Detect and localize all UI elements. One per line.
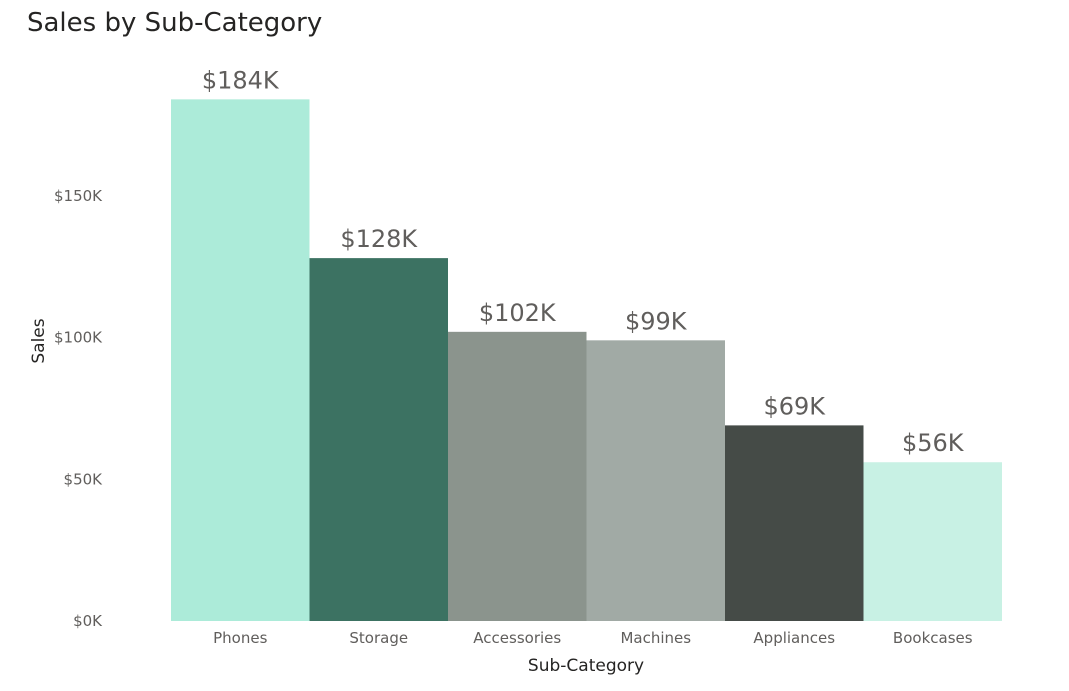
- bar-machines[interactable]: [586, 340, 726, 621]
- data-label: $69K: [763, 392, 826, 420]
- data-label: $56K: [902, 429, 965, 457]
- data-label: $184K: [202, 66, 280, 94]
- data-label: $128K: [340, 225, 418, 253]
- x-tick-label: Bookcases: [893, 629, 973, 647]
- y-tick-label: $150K: [54, 187, 103, 205]
- x-tick-label: Storage: [349, 629, 408, 647]
- y-axis-title: Sales: [29, 318, 49, 363]
- bar-storage[interactable]: [309, 258, 449, 621]
- bar-bookcases[interactable]: [863, 462, 1003, 621]
- x-tick-label: Machines: [620, 629, 691, 647]
- bar-accessories[interactable]: [448, 331, 587, 621]
- x-tick-label: Appliances: [753, 629, 835, 647]
- data-label: $99K: [625, 307, 688, 335]
- x-tick-label: Accessories: [473, 629, 561, 647]
- y-axis: $0K $50K $100K $150K: [54, 187, 103, 630]
- y-tick-label: $50K: [64, 470, 104, 488]
- bars: [171, 99, 1003, 622]
- x-tick-label: Phones: [213, 629, 267, 647]
- bar-appliances[interactable]: [725, 425, 864, 621]
- data-labels: $184K $128K $102K $99K $69K $56K: [202, 66, 965, 457]
- y-tick-label: $0K: [73, 612, 103, 630]
- y-tick-label: $100K: [54, 329, 103, 347]
- chart-title: Sales by Sub-Category: [27, 8, 323, 38]
- x-axis-title: Sub-Category: [528, 656, 644, 676]
- data-label: $102K: [479, 299, 557, 327]
- bar-phones[interactable]: [171, 99, 310, 622]
- x-axis: Phones Storage Accessories Machines Applianc…: [213, 629, 973, 647]
